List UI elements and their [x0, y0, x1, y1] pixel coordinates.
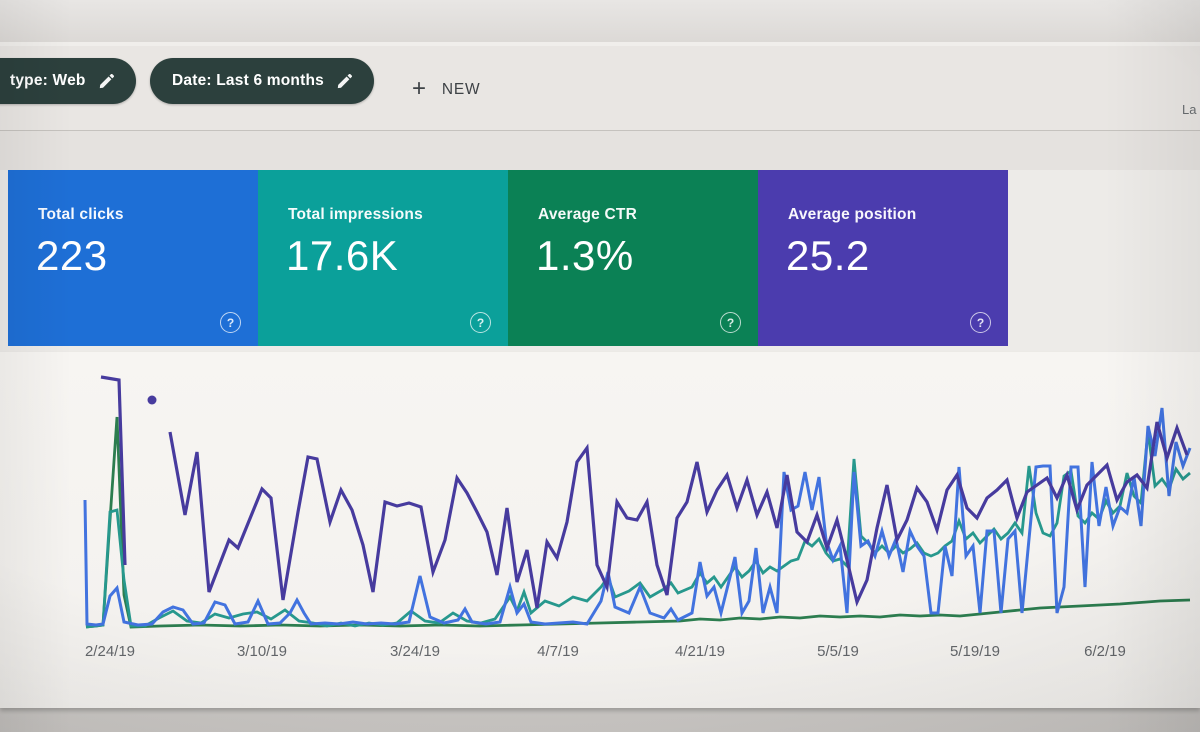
- x-axis-tick-label: 5/19/19: [950, 643, 1000, 660]
- metric-card-value: 223: [36, 232, 108, 279]
- series-line-average-ctr: [85, 430, 1191, 629]
- filter-chip-search-type-label: type: Web: [10, 72, 86, 89]
- help-icon[interactable]: ?: [220, 312, 241, 333]
- x-axis-tick-label: 3/24/19: [390, 643, 440, 660]
- x-axis-tick-label: 6/2/19: [1084, 643, 1126, 660]
- metric-card-label: Total impressions: [288, 206, 423, 223]
- metric-card-total-impressions[interactable]: Total impressions 17.6K ?: [258, 170, 508, 346]
- x-axis-tick-label: 5/5/19: [817, 643, 859, 660]
- metric-card-label: Total clicks: [38, 206, 124, 223]
- chart-panel: 2/24/19 3/10/19 3/24/19 4/7/19 4/21/19 5/5/19…: [0, 352, 1200, 708]
- metric-card-total-clicks[interactable]: Total clicks 223 ?: [8, 170, 258, 346]
- metric-card-average-position[interactable]: Average position 25.2 ?: [758, 170, 1008, 346]
- help-icon[interactable]: ?: [720, 312, 741, 333]
- series-line-average-position: [85, 416, 1191, 629]
- filter-chip-date-range-label: Date: Last 6 months: [172, 72, 324, 89]
- filter-bar: type: Web Date: Last 6 months + NEW La: [0, 46, 1200, 130]
- pencil-edit-icon: [337, 73, 352, 89]
- x-axis-tick-label: 2/24/19: [85, 643, 135, 660]
- metric-card-value: 25.2: [786, 232, 870, 279]
- help-icon[interactable]: ?: [470, 312, 491, 333]
- performance-line-chart[interactable]: 2/24/19 3/10/19 3/24/19 4/7/19 4/21/19 5/5/19…: [0, 360, 1200, 708]
- x-axis-tick-label: 3/10/19: [237, 643, 287, 660]
- metric-card-label: Average position: [788, 206, 917, 223]
- metric-card-label: Average CTR: [538, 206, 637, 223]
- x-axis-tick-label: 4/7/19: [537, 643, 579, 660]
- new-filter-button[interactable]: + NEW: [406, 70, 486, 110]
- series-line-total-impressions: [168, 421, 1189, 609]
- filter-chip-search-type[interactable]: type: Web: [0, 58, 136, 104]
- plus-icon: +: [412, 75, 427, 102]
- metric-card-value: 17.6K: [286, 232, 399, 279]
- metric-card-average-ctr[interactable]: Average CTR 1.3% ?: [508, 170, 758, 346]
- series-line-total-impressions: [100, 375, 127, 566]
- pencil-edit-icon: [99, 73, 114, 89]
- toolbar-divider: [0, 130, 1200, 131]
- metric-cards-row: Total clicks 223 ? Total impressions 17.…: [8, 170, 1008, 346]
- series-line-total-clicks: [83, 407, 1192, 627]
- metric-card-value: 1.3%: [536, 232, 634, 279]
- spacer-band: [0, 131, 1200, 170]
- new-filter-button-label: NEW: [441, 81, 481, 98]
- x-axis-tick-label: 4/21/19: [675, 643, 725, 660]
- filter-chip-date-range[interactable]: Date: Last 6 months: [150, 58, 374, 104]
- isolated-data-point: [147, 395, 157, 405]
- help-icon[interactable]: ?: [970, 312, 991, 333]
- top-right-cropped-text: La: [1182, 102, 1197, 117]
- screen-top-bezel: [0, 0, 1200, 46]
